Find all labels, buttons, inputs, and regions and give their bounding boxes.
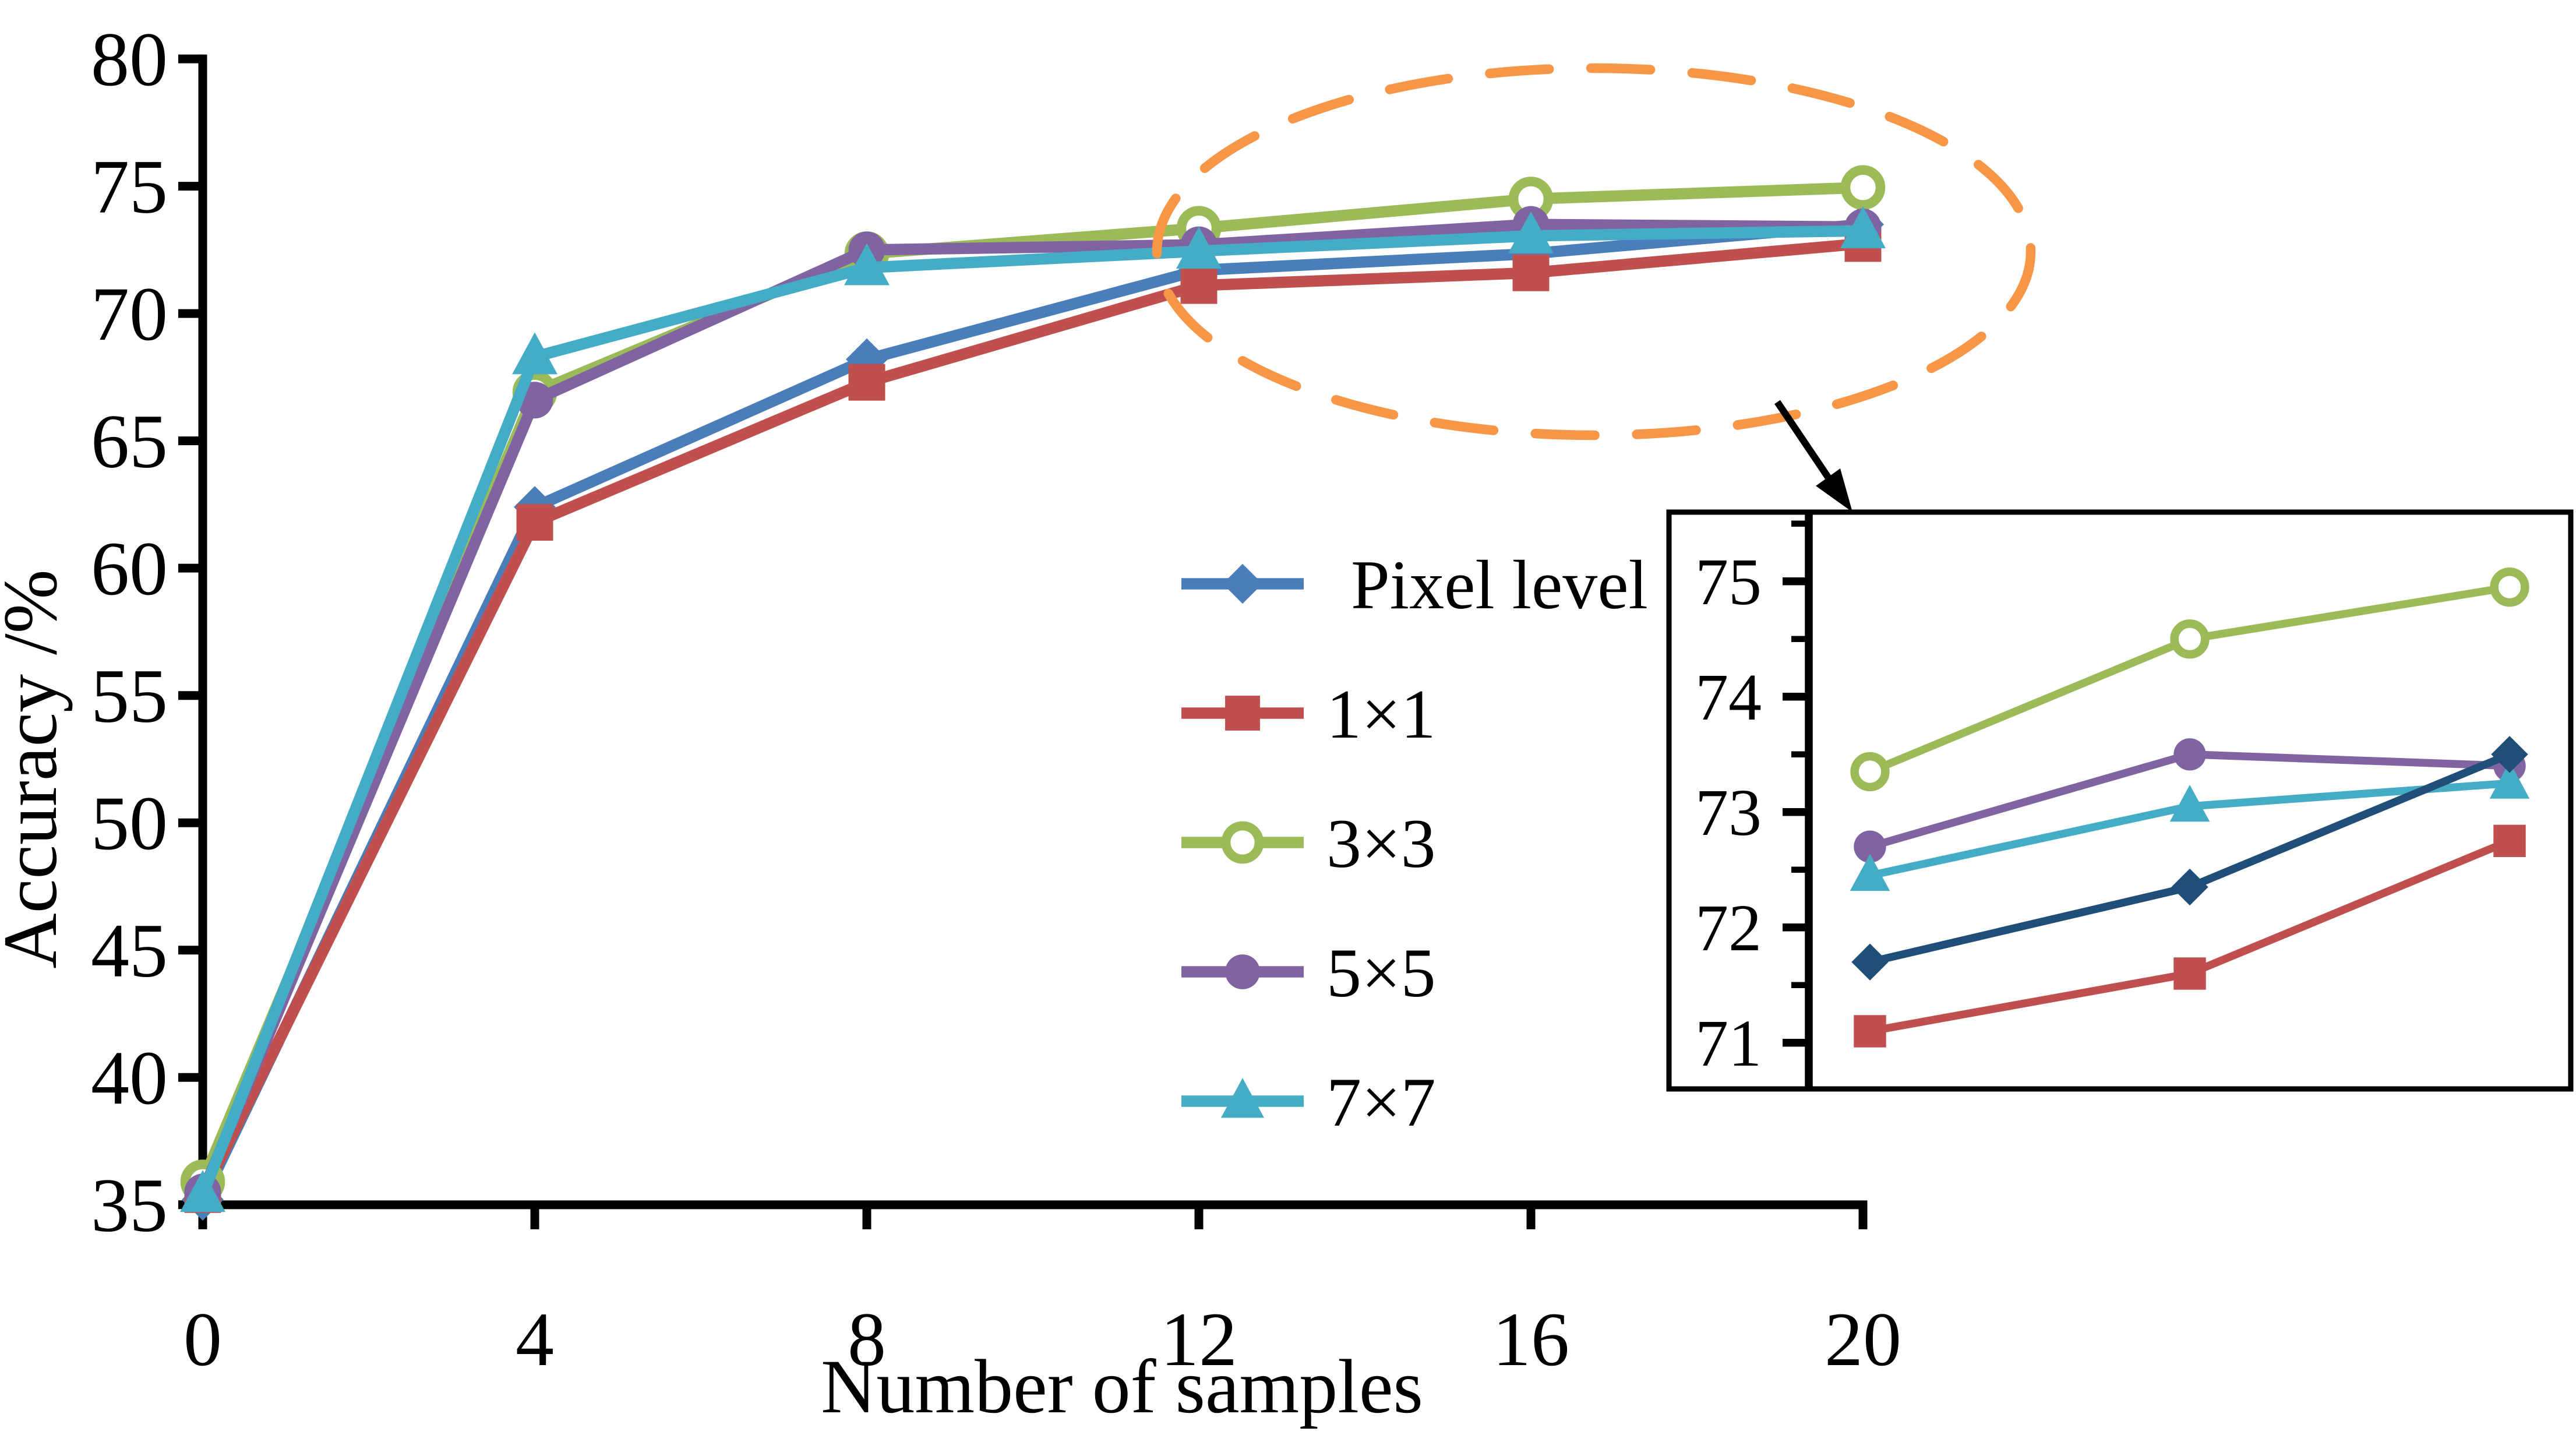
legend-label-3x3: 3×3 [1326, 805, 1436, 882]
legend-item-7x7: 7×7 [1181, 1063, 1436, 1141]
inset-series-marker-5x5 [1854, 830, 1886, 863]
y-tick-label: 45 [91, 908, 168, 993]
inset-series-marker-pixel-level [2491, 736, 2528, 773]
inset-series-1x1 [1854, 824, 2526, 1048]
inset-series-marker-5x5 [2173, 738, 2206, 771]
inset-series-marker-7x7 [1850, 854, 1890, 891]
inset-series-marker-3x3 [2170, 619, 2210, 659]
inset-series-marker-pixel-level [1851, 943, 1889, 981]
y-tick-label: 70 [91, 271, 168, 357]
series-marker-1x1 [516, 504, 553, 541]
legend-marker-5x5 [1225, 954, 1260, 989]
zoom-arrow-head [1816, 468, 1852, 512]
series-line-7x7 [197, 225, 1864, 1197]
zoom-arrow-line [1774, 400, 1831, 480]
legend-label-7x7: 7×7 [1326, 1063, 1436, 1141]
inset-series-marker-1x1 [2173, 957, 2206, 990]
inset-y-tick-label: 72 [1695, 891, 1762, 965]
inset-series-marker-pixel-level [2171, 868, 2208, 906]
inset-y-tick-label: 74 [1695, 660, 1762, 734]
inset-panel: 71 72 73 74 75 [1666, 509, 2574, 1092]
series-line-1x1 [197, 238, 1864, 1197]
legend-item-1x1: 1×1 [1181, 675, 1436, 753]
y-tick-label: 35 [91, 1162, 168, 1248]
series-marker-1x1 [848, 364, 885, 401]
inset-series-3x3 [1850, 567, 2529, 792]
inset-series-marker-3x3 [2490, 567, 2529, 607]
y-tick-label: 55 [91, 653, 168, 739]
main-axes: 35 40 45 50 55 60 65 70 75 80 0 4 8 12 16 20 [91, 16, 1901, 1382]
series-7x7 [180, 206, 1886, 1212]
legend-marker-7x7 [1220, 1078, 1265, 1118]
inset-series-marker-7x7 [2169, 784, 2210, 822]
legend-label-5x5: 5×5 [1326, 934, 1436, 1011]
zoom-arrow [1774, 400, 1852, 512]
legend-marker-pixel-level [1222, 563, 1263, 604]
series-marker-7x7 [1840, 206, 1886, 249]
inset-series-marker-3x3 [1850, 752, 1890, 792]
inset-y-tick-label: 73 [1695, 775, 1762, 849]
y-tick-label: 65 [91, 399, 168, 484]
x-axis-title: Number of samples [821, 1344, 1423, 1429]
inset-y-tick-label: 71 [1695, 1006, 1762, 1080]
series-1x1 [184, 225, 1882, 1213]
y-tick-label: 40 [91, 1035, 168, 1120]
legend-label-pixel-level: Pixel level [1351, 546, 1648, 623]
legend-label-1x1: 1×1 [1326, 675, 1436, 753]
x-tick-label: 16 [1492, 1296, 1569, 1382]
legend-marker-1x1 [1225, 696, 1260, 731]
series-marker-7x7 [1176, 227, 1222, 269]
series-marker-7x7 [1508, 211, 1554, 253]
legend-item-3x3: 3×3 [1181, 805, 1436, 882]
legend-marker-3x3 [1221, 821, 1264, 864]
y-tick-label: 80 [91, 16, 168, 102]
legend: Pixel level 1×1 3×3 5×5 7×7 [1181, 546, 1648, 1141]
legend-item-pixel-level: Pixel level [1181, 546, 1648, 623]
series-line-5x5 [197, 218, 1864, 1194]
series-marker-3x3 [1840, 165, 1886, 210]
inset-y-tick-label: 75 [1695, 545, 1762, 619]
series-marker-1x1 [1512, 254, 1550, 291]
y-axis-title: Accuracy /% [0, 569, 73, 968]
series-marker-7x7 [180, 1170, 225, 1212]
x-tick-label: 12 [1160, 1296, 1237, 1382]
inset-series-marker-1x1 [1854, 1015, 1886, 1048]
legend-item-5x5: 5×5 [1181, 934, 1436, 1011]
y-tick-label: 60 [91, 526, 168, 611]
series-marker-1x1 [1180, 267, 1218, 304]
series-marker-7x7 [512, 332, 557, 375]
x-tick-label: 4 [516, 1296, 554, 1382]
inset-box [1666, 509, 2574, 1092]
chart-render-root: 35 40 45 50 55 60 65 70 75 80 0 4 8 12 16 20 71 72 73 74 75 P… [91, 16, 2574, 1382]
x-tick-label: 0 [184, 1296, 222, 1382]
inset-series-7x7 [1850, 761, 2530, 891]
y-tick-label: 75 [91, 144, 168, 230]
series-3x3 [180, 165, 1886, 1204]
y-tick-label: 50 [91, 780, 168, 866]
series-line-pixel-level [197, 218, 1864, 1203]
inset-series-marker-1x1 [2493, 824, 2526, 858]
zoom-region-ellipse [1152, 63, 2036, 440]
series-marker-7x7 [844, 243, 890, 285]
inset-series-marker-7x7 [2489, 761, 2530, 799]
inset-series-pixel-level [1851, 736, 2528, 981]
x-tick-label: 8 [848, 1296, 886, 1382]
x-tick-label: 20 [1825, 1296, 1901, 1382]
